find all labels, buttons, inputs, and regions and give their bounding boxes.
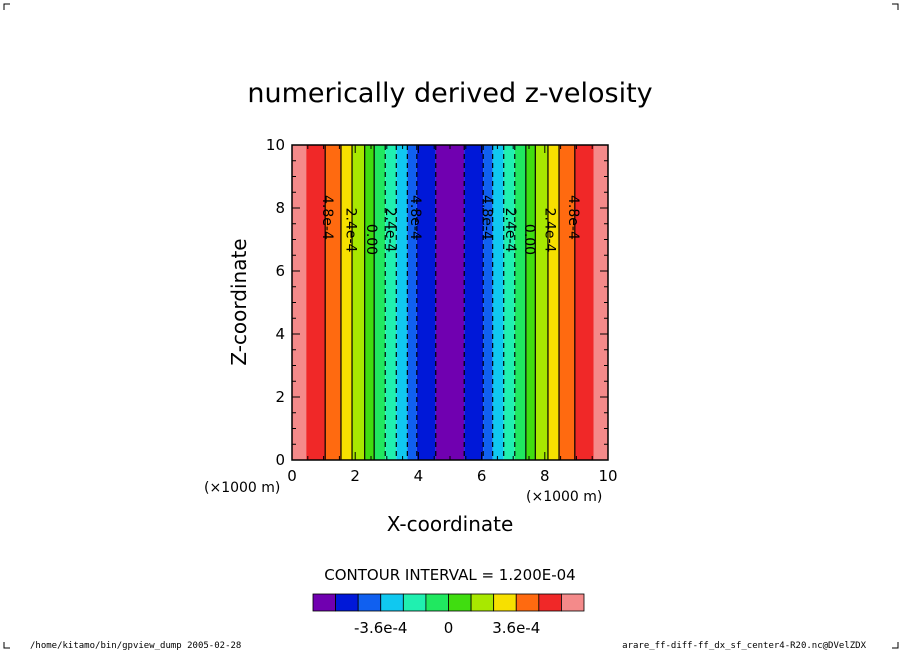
contour-band <box>396 145 408 460</box>
contour-label: 4.8e-4 <box>319 195 335 240</box>
contour-label: 2.4e-4 <box>542 208 558 253</box>
footer-right: arare_ff-diff-ff_dx_sf_center4-R20.nc@DV… <box>622 641 866 651</box>
contour-band <box>464 145 484 460</box>
contour-band <box>574 145 594 460</box>
y-tick-label: 10 <box>266 136 285 154</box>
colorbar-cell <box>538 593 562 612</box>
colorbar-cell <box>470 593 495 612</box>
x-tick-label: 2 <box>350 467 360 485</box>
contour-fill-bands <box>292 145 608 460</box>
contour-band <box>306 145 326 460</box>
x-axis-title: X-coordinate <box>387 512 514 536</box>
colorbar <box>312 593 585 612</box>
colorbar-cell <box>402 593 427 612</box>
contour-interval-text: CONTOUR INTERVAL = 1.200E-04 <box>324 566 575 584</box>
chart-title: numerically derived z-velosity <box>247 78 652 109</box>
colorbar-cell <box>448 593 472 612</box>
contour-band <box>483 145 493 460</box>
y-tick-label: 8 <box>275 199 285 217</box>
colorbar-cell <box>312 593 336 612</box>
colorbar-cell <box>515 593 540 612</box>
colorbar-cell <box>335 593 359 612</box>
colorbar-label: 0 <box>444 619 454 637</box>
contour-band <box>352 145 365 460</box>
tick-labels: 0 2 4 6 8 10 0 2 4 6 8 10 <box>266 136 618 485</box>
contour-labels: 4.8e-4 2.4e-4 0.00 2.4e-4 4.8e-4 4.8e-4 2.4e-4… <box>319 195 581 255</box>
colorbar-cell <box>357 593 382 612</box>
contour-lines <box>324 145 576 460</box>
x-tick-label: 4 <box>414 467 424 485</box>
contour-label: 2.4e-4 <box>382 208 398 253</box>
corner-marks <box>3 3 899 649</box>
x-unit-left: (×1000 m) <box>204 480 280 496</box>
contour-band <box>416 145 436 460</box>
colorbar-cell <box>380 593 404 612</box>
contour-band <box>535 145 548 460</box>
contour-label: 2.4e-4 <box>342 208 358 253</box>
colorbar-label: 3.6e-4 <box>492 619 540 637</box>
contour-band <box>385 145 397 460</box>
colorbar-label: -3.6e-4 <box>354 619 407 637</box>
contour-band <box>492 145 504 460</box>
contour-label: 4.8e-4 <box>407 195 423 240</box>
x-tick-label: 6 <box>477 467 487 485</box>
y-tick-label: 4 <box>275 325 285 343</box>
x-tick-label: 0 <box>287 467 297 485</box>
x-tick-label: 8 <box>540 467 550 485</box>
contour-band <box>503 145 515 460</box>
x-unit-right: (×1000 m) <box>526 489 602 505</box>
x-tick-label: 10 <box>598 467 617 485</box>
contour-label: 0.00 <box>521 224 537 255</box>
contour-label: 0.00 <box>363 224 379 255</box>
colorbar-cell <box>425 593 449 612</box>
colorbar-labels: -3.6e-4 0 3.6e-4 <box>354 619 540 637</box>
contour-band <box>325 145 341 460</box>
contour-band <box>340 145 353 460</box>
y-tick-label: 2 <box>275 388 285 406</box>
contour-band <box>435 145 465 460</box>
contour-band <box>547 145 560 460</box>
y-tick-label: 6 <box>275 262 285 280</box>
colorbar-cell <box>561 593 585 612</box>
contour-band <box>364 145 375 460</box>
y-axis-title: Z-coordinate <box>227 238 251 365</box>
y-tick-label: 0 <box>275 451 285 469</box>
footer-left: /home/kitamo/bin/gpview_dump 2005-02-28 <box>30 641 241 651</box>
colorbar-cell <box>493 593 517 612</box>
contour-band <box>525 145 536 460</box>
contour-band <box>374 145 386 460</box>
contour-band <box>559 145 575 460</box>
axis-ticks <box>291 144 609 461</box>
contour-label: 2.4e-4 <box>502 208 518 253</box>
contour-band <box>514 145 526 460</box>
contour-label: 4.8e-4 <box>565 195 581 240</box>
contour-band <box>407 145 417 460</box>
contour-label: 4.8e-4 <box>478 195 494 240</box>
